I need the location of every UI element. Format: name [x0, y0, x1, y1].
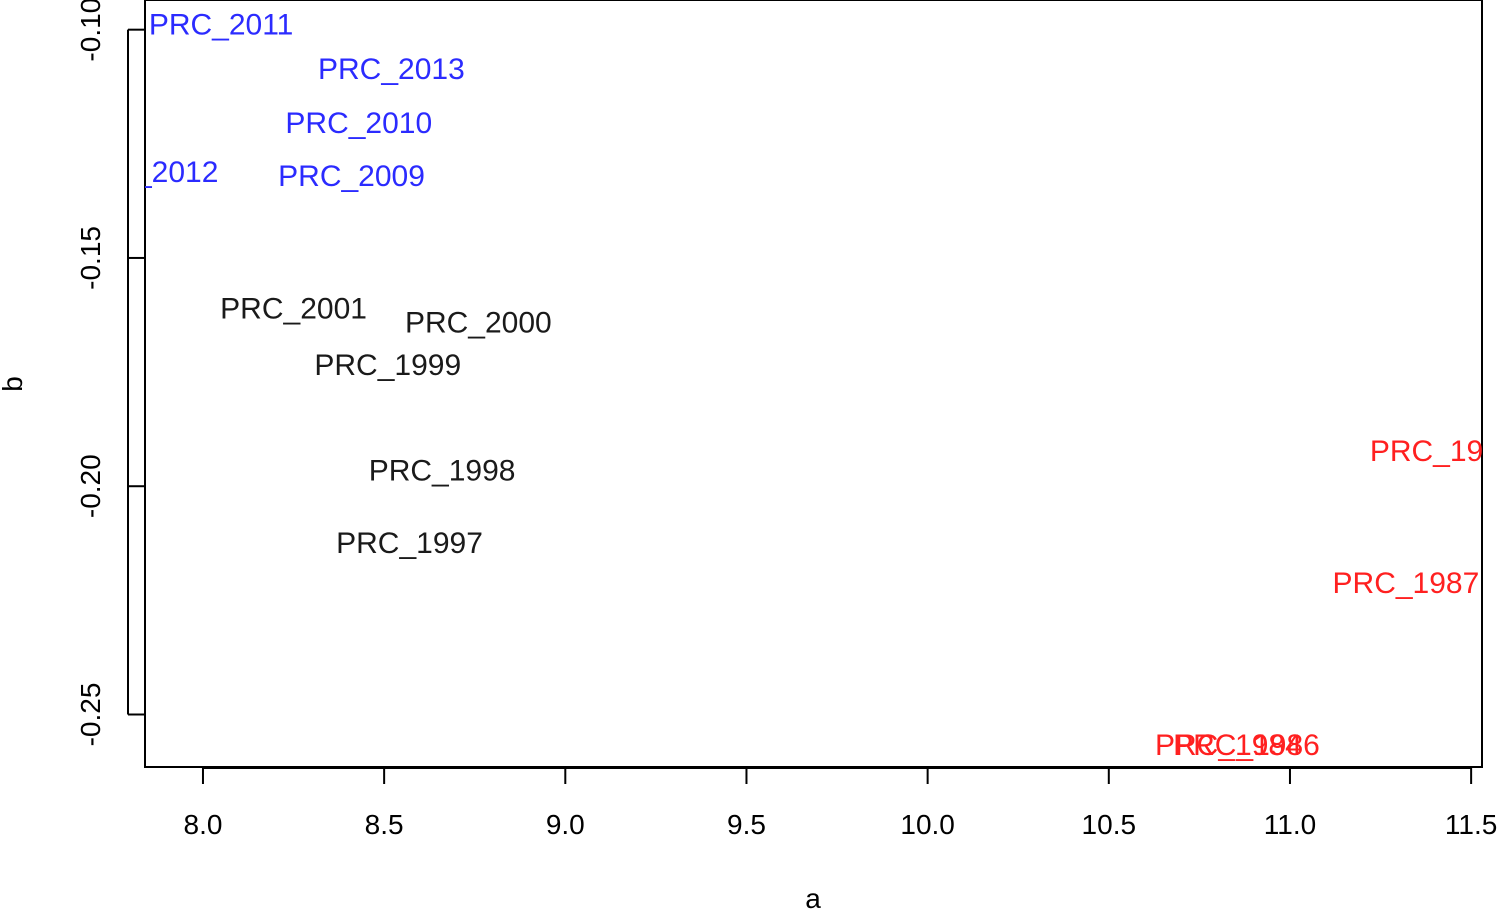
point-label: PRC_2013 — [318, 53, 465, 86]
point-label: PRC_1984 — [1155, 729, 1302, 762]
point-label: PRC_1997 — [336, 527, 483, 560]
y-axis: -0.10 -0.15 -0.20 -0.25 — [75, 0, 144, 746]
point-label: PRC_2011 — [149, 9, 294, 42]
point-label: PRC_1999 — [314, 349, 461, 382]
point-label: PRC_1986 — [1173, 729, 1320, 762]
x-tick-label: 11.0 — [1264, 809, 1316, 840]
y-tick-label: -0.15 — [75, 226, 106, 290]
point-label: PRC_2010 — [285, 107, 432, 140]
x-tick-label: 11.5 — [1445, 809, 1497, 840]
y-axis-title: b — [0, 376, 28, 392]
point-labels: PRC_2011 PRC_2013 PRC_2010 PRC_2012 PRC_2009… — [72, 9, 1500, 762]
point-label: PRC_2001 — [220, 293, 367, 326]
x-tick-label: 10.5 — [1082, 809, 1137, 840]
x-axis-title: a — [805, 883, 821, 912]
point-label: PRC_2012 — [72, 156, 219, 189]
x-tick-label: 9.5 — [727, 809, 766, 840]
x-tick-label: 8.5 — [365, 809, 404, 840]
x-tick-label: 8.0 — [184, 809, 223, 840]
point-label: PRC_2000 — [405, 307, 552, 340]
point-label: PRC_2009 — [278, 160, 425, 193]
point-label: PRC_198 — [1370, 435, 1500, 468]
point-label: PRC_1998 — [369, 455, 516, 488]
y-tick-label: -0.10 — [75, 0, 106, 62]
x-tick-label: 10.0 — [900, 809, 955, 840]
x-axis: 8.0 8.5 9.0 9.5 10.0 10.5 11.0 11.5 — [184, 767, 1497, 840]
y-tick-label: -0.25 — [75, 683, 106, 747]
point-label: PRC_1987 — [1333, 567, 1480, 600]
x-tick-label: 9.0 — [546, 809, 585, 840]
y-tick-label: -0.20 — [75, 454, 106, 518]
